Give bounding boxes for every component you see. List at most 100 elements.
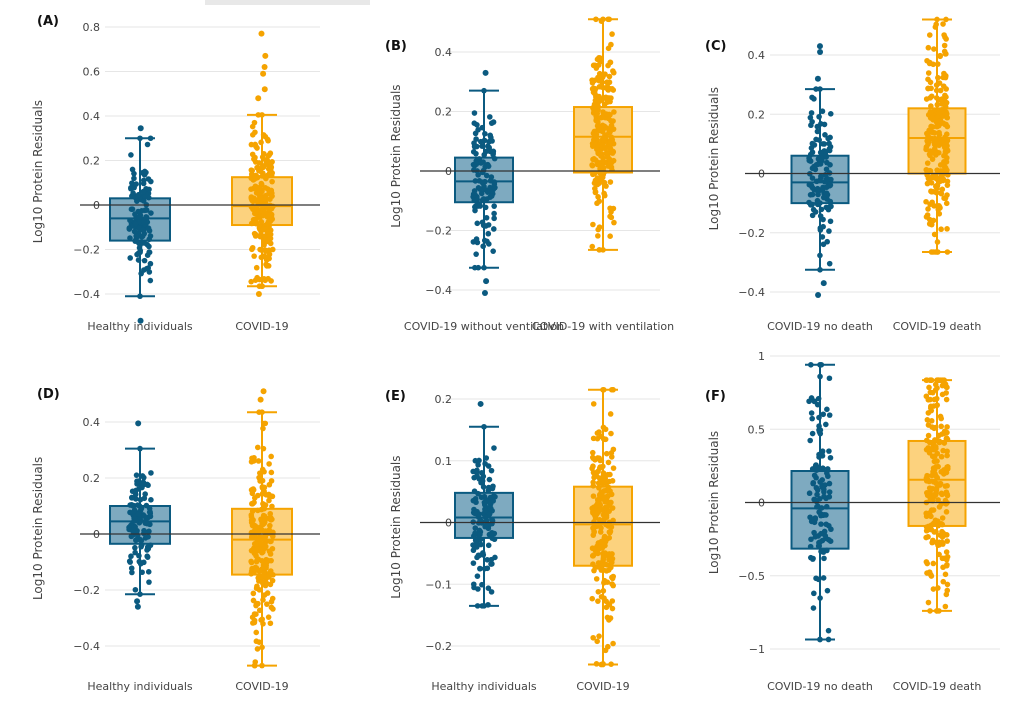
y-tick-label: −0.2: [73, 584, 100, 597]
data-point: [127, 509, 133, 516]
data-point: [933, 87, 940, 94]
data-point: [595, 62, 602, 68]
data-point: [266, 461, 272, 467]
data-point: [260, 597, 266, 603]
data-point: [249, 151, 256, 158]
data-point: [925, 396, 932, 403]
data-point: [269, 246, 276, 253]
data-point: [474, 196, 481, 203]
data-point: [825, 473, 831, 480]
y-tick-label: 0.6: [83, 66, 101, 79]
data-point: [931, 146, 938, 152]
data-point: [600, 588, 607, 594]
data-point: [609, 31, 615, 37]
data-point: [126, 226, 133, 232]
y-tick-label: 0.2: [83, 472, 101, 485]
outlier-point: [262, 52, 269, 59]
data-point: [248, 278, 254, 285]
data-point: [590, 62, 597, 69]
data-point: [809, 430, 816, 437]
data-point: [593, 16, 599, 23]
data-point: [598, 538, 605, 545]
data-point: [936, 96, 942, 103]
data-point: [248, 186, 254, 192]
data-point: [146, 509, 153, 515]
data-point: [826, 260, 833, 267]
data-point: [250, 590, 257, 597]
data-point: [825, 206, 832, 213]
data-point: [470, 547, 477, 554]
data-point: [269, 503, 275, 510]
data-point: [607, 139, 613, 146]
data-point: [473, 251, 479, 257]
data-point: [259, 154, 266, 160]
y-axis-label: Log10 Protein Residuals: [31, 100, 45, 243]
data-point: [602, 71, 608, 77]
data-point: [935, 149, 942, 156]
data-point: [258, 139, 264, 146]
data-point: [478, 470, 485, 476]
data-point: [822, 132, 828, 138]
data-point: [134, 251, 140, 258]
data-point: [488, 120, 495, 126]
data-point: [259, 644, 265, 651]
data-point: [820, 411, 827, 418]
data-point: [935, 122, 942, 129]
data-point: [812, 462, 819, 469]
data-point: [470, 542, 476, 548]
data-point: [597, 544, 604, 551]
y-axis-label: Log10 Protein Residuals: [707, 431, 721, 574]
data-point: [937, 480, 944, 487]
data-point: [491, 155, 498, 162]
data-point: [488, 589, 495, 595]
data-point: [259, 549, 265, 556]
data-point: [817, 373, 823, 380]
data-point: [248, 534, 255, 541]
data-point: [925, 533, 931, 540]
data-point: [824, 406, 830, 413]
data-point: [925, 206, 931, 212]
data-point: [826, 412, 833, 418]
data-point: [821, 121, 828, 128]
data-point: [602, 498, 608, 505]
data-point: [254, 525, 260, 532]
data-point: [141, 495, 148, 502]
data-point: [824, 191, 831, 198]
data-point: [475, 462, 481, 468]
data-point: [610, 582, 616, 589]
data-point: [133, 233, 139, 239]
outlier-point: [483, 278, 490, 285]
data-point: [824, 176, 831, 183]
data-point: [610, 205, 617, 212]
data-point: [926, 478, 932, 485]
box-group-2: [231, 30, 293, 297]
data-point: [600, 424, 607, 431]
box-group-2: [907, 377, 967, 614]
data-point: [476, 511, 482, 517]
data-point: [943, 384, 950, 391]
panel-label: (C): [705, 39, 726, 54]
x-tick-label: Healthy individuals: [87, 320, 193, 333]
outlier-point: [481, 289, 488, 296]
data-point: [938, 226, 944, 233]
data-point: [817, 86, 823, 92]
data-point: [596, 198, 603, 205]
data-point: [816, 414, 822, 421]
data-point: [599, 79, 605, 86]
data-point: [254, 557, 260, 564]
data-point: [824, 238, 830, 245]
data-point: [928, 129, 935, 135]
data-point: [943, 36, 949, 42]
data-point: [251, 253, 257, 259]
data-point: [924, 130, 930, 137]
outlier-point: [255, 95, 262, 102]
data-point: [255, 575, 262, 581]
data-point: [925, 76, 931, 83]
y-tick-label: −0.4: [73, 640, 100, 653]
data-point: [809, 140, 816, 147]
data-point: [589, 454, 596, 461]
data-point: [608, 386, 615, 393]
data-point: [938, 415, 945, 422]
data-point: [594, 496, 601, 503]
